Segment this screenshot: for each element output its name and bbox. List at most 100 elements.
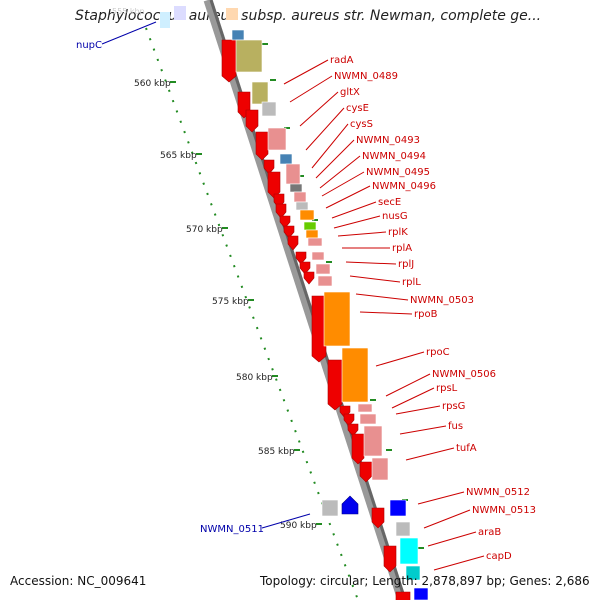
gene-label[interactable]: NWMN_0493 — [356, 135, 420, 146]
gene-label[interactable]: radA — [330, 55, 354, 66]
gene-arrow — [245, 109, 259, 133]
gene-arrow — [295, 251, 307, 265]
gene-feature — [341, 347, 369, 403]
axis-tick-label: 565 kbp — [160, 151, 197, 161]
accession-text: Accession: NC_009641 — [10, 574, 147, 588]
gene-feature — [405, 565, 421, 581]
gene-leader-line — [101, 21, 157, 45]
axis-tick-label: 585 kbp — [258, 447, 295, 457]
gene-feature — [315, 263, 331, 275]
gene-arrow — [255, 131, 269, 161]
gene-feature — [295, 201, 309, 211]
gene-label[interactable]: secE — [378, 197, 401, 208]
gene-label[interactable]: NWMN_0496 — [372, 181, 436, 192]
gene-leader-line — [319, 155, 361, 189]
gene-leader-line — [391, 387, 435, 409]
gene-arrow — [275, 203, 287, 219]
axis-ticks: 560 kbp 565 kbp 570 kbp 575 kbp 580 kbp 585 k… — [134, 43, 424, 549]
gene-label[interactable]: NWMN_0503 — [410, 295, 474, 306]
gene-label[interactable]: rpsL — [436, 383, 458, 394]
gene-label[interactable]: rplA — [392, 243, 412, 254]
gene-label[interactable]: nusG — [382, 211, 408, 222]
gene-label[interactable]: rplJ — [398, 259, 414, 270]
gene-leader-line — [337, 231, 387, 237]
gene-arrow — [371, 507, 385, 529]
axis-tick-label: 590 kbp — [280, 521, 317, 531]
gene-label[interactable]: fus — [448, 421, 463, 432]
gene-arrow — [299, 261, 311, 275]
gene-arrow-reverse — [341, 495, 359, 515]
gene-label[interactable]: rpsG — [442, 401, 465, 412]
gene-leader-line — [305, 107, 345, 151]
gene-feature — [321, 499, 339, 517]
gene-feature — [279, 153, 293, 165]
gene-label[interactable]: NWMN_0494 — [362, 151, 426, 162]
gene-label[interactable]: araB — [478, 527, 501, 538]
gene-feature — [413, 587, 429, 600]
gene-leader-line — [331, 201, 377, 219]
gene-label[interactable]: cysS — [350, 119, 373, 130]
gene-leader-line — [311, 123, 349, 169]
gene-label[interactable]: NWMN_0506 — [432, 369, 496, 380]
gene-label[interactable]: NWMN_0489 — [334, 71, 398, 82]
gene-feature — [389, 499, 407, 517]
gene-arrow — [395, 591, 411, 600]
gene-feature — [267, 127, 287, 151]
gene-label-reverse[interactable]: NWMN_0511 — [200, 524, 264, 535]
gene-feature — [299, 209, 315, 221]
gene-feature — [285, 163, 301, 185]
gene-leader-line — [261, 513, 311, 529]
gene-arrow — [287, 235, 299, 251]
gene-arrow — [327, 359, 343, 411]
gene-label[interactable]: tufA — [456, 443, 477, 454]
gene-label[interactable]: rplL — [402, 277, 421, 288]
gene-arrow — [221, 39, 237, 83]
gene-arrow — [347, 423, 359, 437]
gene-features — [221, 29, 429, 600]
faded-tick-label: 555 kbp — [112, 7, 145, 16]
faded-feature — [174, 6, 186, 20]
gene-feature — [293, 191, 307, 203]
gene-arrow — [359, 461, 373, 483]
gene-leader-line — [375, 351, 425, 367]
gene-label[interactable]: rpoB — [414, 309, 438, 320]
gene-feature — [363, 425, 383, 457]
gene-feature — [305, 229, 319, 239]
gene-leader-line — [359, 311, 413, 315]
gene-label[interactable]: capD — [486, 551, 512, 562]
gene-feature — [399, 537, 419, 565]
gene-leader-line — [385, 373, 431, 397]
gene-label[interactable]: gltX — [340, 87, 360, 98]
gene-feature — [317, 275, 333, 287]
gene-label[interactable]: NWMN_0513 — [472, 505, 536, 516]
gene-feature — [303, 221, 317, 231]
gene-feature — [251, 81, 269, 105]
axis-tick-label: 580 kbp — [236, 373, 273, 383]
gene-feature — [235, 39, 263, 73]
faded-feature — [226, 8, 238, 20]
map-title: Staphylococcus aureus subsp. aureus str.… — [75, 8, 542, 24]
gene-label-reverse[interactable]: nupC — [76, 40, 102, 51]
gene-feature — [307, 237, 323, 247]
label-leader-lines — [101, 21, 485, 571]
gene-leader-line — [289, 75, 333, 103]
gene-arrow — [351, 433, 365, 465]
gene-feature — [371, 457, 389, 481]
axis-tick-label: 560 kbp — [134, 79, 171, 89]
gene-leader-line — [405, 447, 455, 461]
gene-label[interactable]: cysE — [346, 103, 369, 114]
gene-label[interactable]: rpoC — [426, 347, 450, 358]
gene-feature — [289, 183, 303, 193]
gene-label[interactable]: NWMN_0512 — [466, 487, 530, 498]
gene-label[interactable]: rplK — [388, 227, 408, 238]
gene-leader-line — [427, 531, 477, 547]
topology-stats-text: Topology: circular; Length: 2,878,897 bp… — [260, 574, 590, 588]
gene-label[interactable]: NWMN_0495 — [366, 167, 430, 178]
axis-tick-label: 570 kbp — [186, 225, 223, 235]
gene-leader-line — [399, 425, 447, 435]
gene-leader-line — [325, 185, 371, 209]
gene-feature — [357, 403, 373, 413]
gene-arrow — [311, 295, 327, 363]
